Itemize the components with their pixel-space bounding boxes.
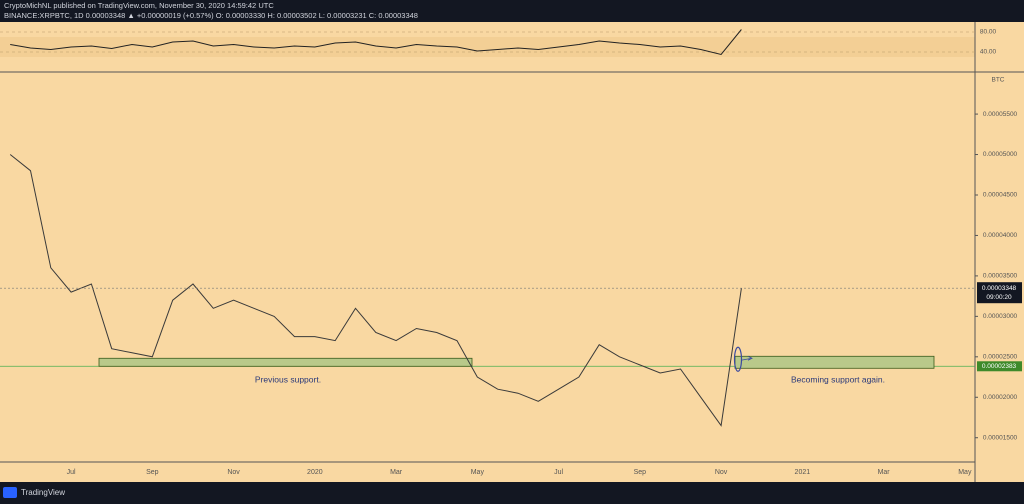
arrow [740, 355, 753, 361]
logo-icon [3, 487, 17, 498]
y-tick-label: 0.00003000 [983, 313, 1018, 320]
y-tick-label: 0.00005500 [983, 111, 1018, 118]
y-tick-label: 0.00004500 [983, 192, 1018, 199]
x-tick-label: Sep [146, 469, 159, 476]
symbol-line: BINANCE:XRPBTC, 1D 0.00003348 ▲ +0.00000… [4, 11, 418, 20]
axis-unit: BTC [992, 77, 1005, 84]
rsi-line [10, 29, 742, 56]
y-tick-label: 0.00002500 [983, 354, 1018, 361]
x-tick-label: May [958, 469, 972, 476]
brand: TradingView [21, 488, 65, 497]
support-label: 0.00002383 [982, 363, 1017, 370]
price-label-box [977, 282, 1022, 304]
annotation: Becoming support again. [791, 375, 885, 385]
price-line [9, 154, 742, 427]
x-tick-label: Sep [634, 469, 647, 476]
author-line: CryptoMichNL published on TradingView.co… [4, 1, 274, 10]
support-label-box [977, 361, 1022, 372]
x-tick-label: 2021 [795, 469, 811, 476]
annotation: Previous support. [255, 375, 321, 385]
countdown: 09:00:20 [986, 294, 1012, 301]
highlight-circle [733, 346, 743, 372]
rsi-band [0, 37, 975, 57]
x-tick-label: Mar [390, 469, 403, 476]
support-zone [734, 355, 935, 369]
rsi-tick-label: 40.00 [980, 49, 997, 56]
chart-background [0, 22, 1024, 482]
support-zone [98, 357, 473, 367]
x-tick-label: Jul [67, 469, 76, 476]
y-tick-label: 0.00005000 [983, 151, 1018, 158]
y-tick-label: 0.00004000 [983, 232, 1018, 239]
rsi-tick-label: 80.00 [980, 29, 997, 36]
y-tick-label: 0.00002000 [983, 394, 1018, 401]
current-price-label: 0.00003348 [982, 285, 1017, 292]
x-tick-label: Jul [554, 469, 563, 476]
x-tick-label: Nov [227, 469, 240, 476]
x-tick-label: Mar [878, 469, 891, 476]
x-tick-label: May [471, 469, 485, 476]
x-tick-label: Nov [715, 469, 728, 476]
y-tick-label: 0.00003500 [983, 273, 1018, 280]
y-tick-label: 0.00001500 [983, 434, 1018, 441]
x-tick-label: 2020 [307, 469, 323, 476]
